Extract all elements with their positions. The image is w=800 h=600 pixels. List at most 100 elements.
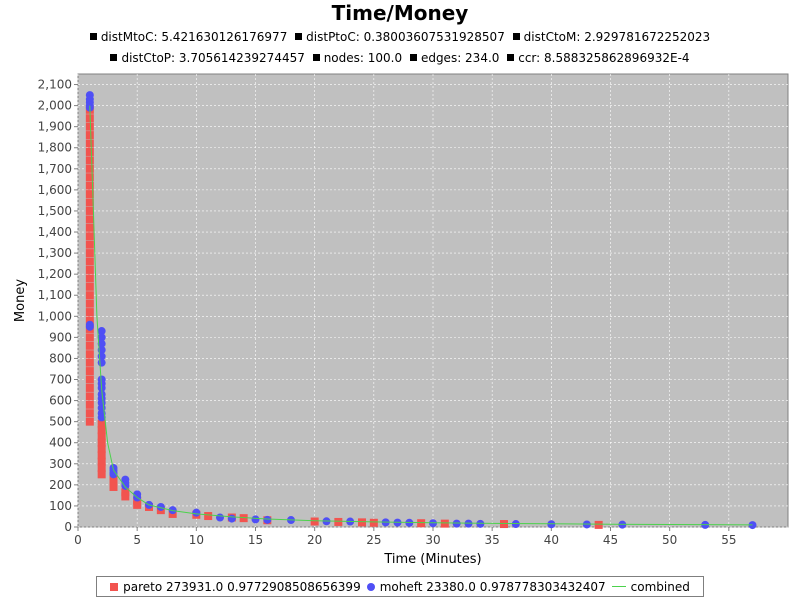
subtitle-text: distMtoC: 5.421630126176977: [100, 30, 288, 44]
y-tick-label: 200: [49, 478, 72, 492]
legend-label: pareto 273931.0 0.9772908508656399: [123, 579, 361, 594]
pareto-point: [440, 519, 449, 528]
pareto-point: [85, 215, 94, 224]
pareto-point: [97, 451, 106, 460]
pareto-point: [334, 517, 343, 526]
y-tick-label: 1,000: [38, 309, 72, 323]
subtitle-item: distCtoM: 2.929781672252023: [512, 27, 711, 48]
y-tick-label: 1,900: [38, 120, 72, 134]
y-tick-label: 1,700: [38, 162, 72, 176]
x-tick-label: 50: [662, 533, 677, 547]
pareto-point: [204, 512, 213, 521]
bullet-square-icon: [89, 33, 97, 40]
pareto-point: [85, 417, 94, 426]
pareto-point: [85, 291, 94, 300]
moheft-point: [227, 514, 236, 523]
pareto-point: [133, 500, 142, 509]
pareto-point: [97, 419, 106, 428]
pareto-point: [85, 282, 94, 291]
blue-circle-icon: [366, 582, 375, 591]
moheft-point: [97, 327, 106, 336]
y-tick-label: 300: [49, 457, 72, 471]
subtitle-item: ccr: 8.588325862896932E-4: [507, 48, 690, 69]
y-tick-label: 2,100: [38, 78, 72, 92]
chart-subtitles: distMtoC: 5.421630126176977 distPtoC: 0.…: [0, 27, 800, 69]
green-line-icon: [611, 586, 626, 587]
pareto-point: [85, 240, 94, 249]
pareto-point: [97, 470, 106, 479]
x-tick-label: 30: [425, 533, 440, 547]
y-tick-label: 1,200: [38, 267, 72, 281]
legend-label: moheft 23380.0 0.978778303432407: [379, 579, 606, 594]
pareto-point: [85, 409, 94, 418]
subtitle-text: ccr: 8.588325862896932E-4: [518, 51, 690, 65]
y-axis-label: Money: [13, 279, 28, 322]
axes: 01002003004005006007008009001,0001,1001,…: [38, 78, 737, 547]
y-tick-label: 100: [49, 499, 72, 513]
combined-line: [89, 105, 753, 526]
x-tick-label: 5: [133, 533, 141, 547]
moheft-point: [263, 515, 272, 524]
pareto-point: [85, 400, 94, 409]
subtitle-item: distMtoC: 5.421630126176977: [89, 27, 288, 48]
x-tick-label: 15: [248, 533, 263, 547]
pareto-point: [85, 358, 94, 367]
moheft-point: [748, 521, 757, 530]
pareto-point: [85, 274, 94, 283]
bullet-square-icon: [512, 33, 520, 40]
pareto-point: [500, 520, 508, 529]
x-tick-label: 25: [366, 533, 381, 547]
moheft-point: [97, 413, 106, 422]
moheft-point: [156, 502, 165, 511]
moheft-point: [97, 333, 106, 342]
x-tick-label: 45: [603, 533, 618, 547]
moheft-point: [216, 513, 224, 522]
y-tick-label: 400: [49, 436, 72, 450]
x-tick-label: 20: [307, 533, 322, 547]
pareto-point: [85, 173, 94, 182]
y-tick-label: 500: [49, 415, 72, 429]
subtitle-item: distCtoP: 3.705614239274457: [110, 48, 305, 69]
pareto-point: [85, 341, 94, 350]
pareto-point: [85, 308, 94, 317]
red-square-icon: [110, 582, 119, 591]
subtitle-text: distCtoP: 3.705614239274457: [121, 51, 305, 65]
y-tick-label: 700: [49, 373, 72, 387]
legend-item-moheft: moheft 23380.0 0.978778303432407: [366, 579, 606, 594]
legend-item-combined: combined: [611, 580, 690, 594]
pareto-point: [121, 488, 130, 497]
y-tick-label: 900: [49, 330, 72, 344]
moheft-point: [452, 519, 461, 528]
bullet-square-icon: [312, 54, 320, 61]
series-combined: [89, 105, 753, 526]
pareto-point: [85, 265, 94, 274]
x-axis-label: Time (Minutes): [383, 552, 481, 567]
pareto-point: [121, 492, 130, 501]
pareto-point: [310, 517, 319, 526]
bullet-square-icon: [409, 54, 417, 61]
subtitle-text: distCtoM: 2.929781672252023: [523, 30, 711, 44]
y-tick-label: 2,000: [38, 99, 72, 113]
pareto-point: [85, 350, 94, 359]
subtitle-item: nodes: 100.0: [312, 48, 402, 69]
pareto-point: [85, 383, 94, 392]
y-tick-label: 1,100: [38, 288, 72, 302]
pareto-point: [594, 520, 603, 529]
chart-title: Time/Money: [331, 1, 469, 25]
pareto-point: [109, 482, 118, 491]
pareto-point: [85, 181, 94, 190]
pareto-point: [85, 367, 94, 376]
pareto-point: [85, 392, 94, 401]
y-tick-label: 1,600: [38, 183, 72, 197]
pareto-point: [85, 249, 94, 258]
pareto-point: [85, 232, 94, 241]
data-series: [85, 91, 757, 530]
moheft-point: [97, 339, 106, 348]
y-tick-label: 0: [64, 520, 72, 534]
x-tick-label: 40: [544, 533, 559, 547]
y-tick-label: 1,300: [38, 246, 72, 260]
y-tick-label: 1,400: [38, 225, 72, 239]
pareto-point: [85, 206, 94, 215]
subtitle-text: distPtoC: 0.38003607531928507: [306, 30, 505, 44]
